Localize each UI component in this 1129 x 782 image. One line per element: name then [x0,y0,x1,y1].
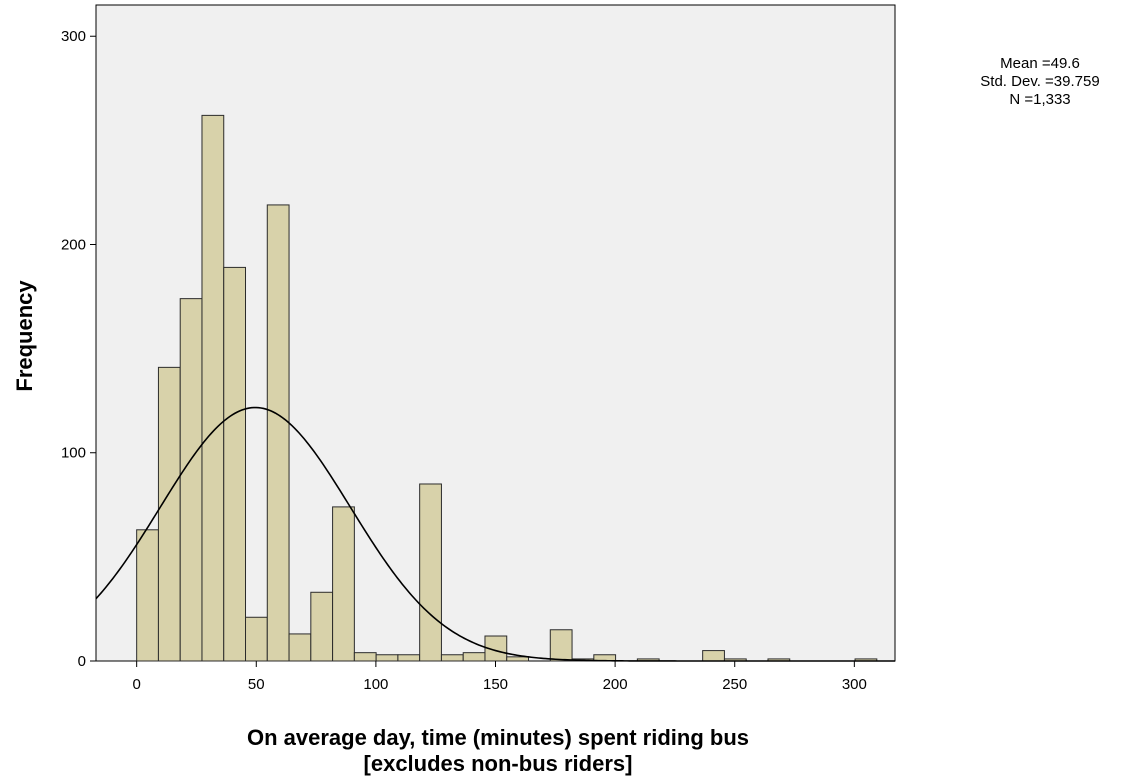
histogram-bar [375,654,399,662]
histogram-bar [288,633,312,662]
x-tick-label: 300 [842,676,867,693]
stats-n: N =1,333 [1009,91,1070,108]
histogram-bar [419,483,442,662]
histogram-bar [310,591,334,662]
x-axis-title-line2: [excludes non-bus riders] [364,751,633,776]
x-axis: 0 50 100 150 200 250 300 [132,661,867,693]
histogram-bar [549,629,573,662]
histogram-bar [353,652,377,662]
y-tick-label: 200 [61,236,86,253]
x-tick-label: 50 [248,676,265,693]
histogram-bar [201,114,225,662]
x-tick-label: 200 [603,676,628,693]
y-axis-title: Frequency [12,280,37,392]
histogram-bar [397,654,421,662]
normal-curve [95,406,895,662]
histogram-bar [157,366,181,662]
x-tick-label: 0 [132,676,140,693]
x-tick-label: 100 [363,676,388,693]
y-axis: 0 100 200 300 [61,28,96,670]
x-tick-label: 250 [722,676,747,693]
histogram-bar [702,650,725,662]
histogram-bar [506,656,530,662]
histogram-bar [266,204,290,662]
histogram-bar [136,529,159,662]
histogram-bar [440,654,464,662]
histogram-bar [332,506,355,662]
y-tick-label: 300 [61,28,86,45]
y-tick-label: 0 [78,653,86,670]
histogram-bar [245,616,268,662]
x-tick-label: 150 [483,676,508,693]
y-tick-label: 100 [61,445,86,462]
stats-mean: Mean =49.6 [1000,55,1080,72]
histogram-bar [223,266,247,662]
stats-std-dev: Std. Dev. =39.759 [980,73,1099,90]
x-axis-title-line1: On average day, time (minutes) spent rid… [247,725,749,750]
histogram-bar [179,298,203,662]
histogram-bar [462,652,486,662]
bars-group [136,114,878,662]
